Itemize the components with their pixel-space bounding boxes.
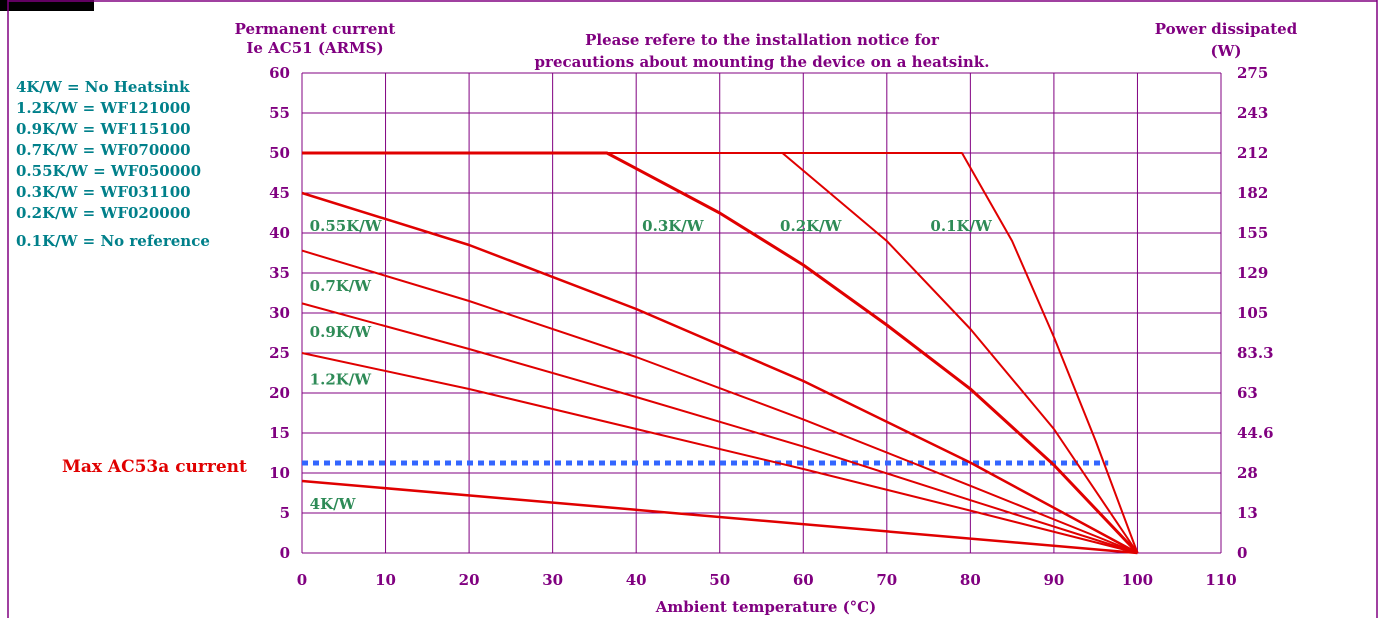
- y2-axis-title-line1: Power dissipated: [1155, 20, 1298, 38]
- series-labels: 0.55K/W 0.7K/W 0.9K/W 1.2K/W 4K/W 0.3K/W 0.2K/…: [310, 217, 993, 513]
- y2-tick-label: 155: [1237, 224, 1268, 242]
- series-label: 1.2K/W: [310, 370, 373, 388]
- y2-tick-label: 83.3: [1237, 344, 1274, 362]
- y-tick-label: 40: [269, 224, 290, 242]
- y2-tick-label: 212: [1237, 144, 1268, 162]
- y-tick-label: 15: [269, 424, 290, 442]
- series-label: 0.2K/W: [780, 217, 843, 235]
- y-tick-label: 35: [269, 264, 290, 282]
- series-label: 0.55K/W: [310, 217, 383, 235]
- x-tick-label: 30: [542, 571, 563, 589]
- series-label: 0.7K/W: [310, 277, 373, 295]
- chart-subtitle: precautions about mounting the device on…: [535, 53, 990, 71]
- y-tick-label: 30: [269, 304, 290, 322]
- chart-title: Please refere to the installation notice…: [585, 31, 940, 49]
- x-tick-label: 100: [1122, 571, 1153, 589]
- y2-axis-title-line2: (W): [1210, 42, 1241, 60]
- y-tick-label: 10: [269, 464, 290, 482]
- corner-block: [0, 0, 94, 11]
- y-tick-label: 5: [280, 504, 290, 522]
- y-axis-title-line1: Permanent current: [235, 20, 396, 38]
- curve-0-3k-w: [302, 151, 1139, 555]
- curve-0-7k-w: [301, 249, 1138, 554]
- y2-tick-label: 275: [1237, 64, 1268, 82]
- grid: [301, 72, 1222, 554]
- curves: [301, 151, 1139, 555]
- x-tick-label: 80: [960, 571, 981, 589]
- y2-tick-label: 182: [1237, 184, 1268, 202]
- legend-note: 4K/W = No Heatsink: [16, 78, 190, 96]
- y2-tick-label: 63: [1237, 384, 1258, 402]
- x-tick-label: 40: [626, 571, 647, 589]
- y-tick-label: 60: [269, 64, 290, 82]
- curve-1-2k-w: [301, 352, 1138, 554]
- legend-note: 0.2K/W = WF020000: [16, 204, 191, 222]
- curve-0-1k-w: [302, 152, 1139, 554]
- legend-note: 1.2K/W = WF121000: [16, 99, 191, 117]
- y2-tick-label: 13: [1237, 504, 1258, 522]
- x-tick-label: 50: [709, 571, 730, 589]
- y2-tick-label: 105: [1237, 304, 1268, 322]
- y2-tick-label: 0: [1237, 544, 1247, 562]
- x-tick-label: 90: [1043, 571, 1064, 589]
- legend-notes: 4K/W = No Heatsink 1.2K/W = WF121000 0.9…: [16, 78, 210, 250]
- reference-line-label: Max AC53a current: [62, 457, 247, 477]
- tick-labels: 0 5 10 15 20 25 30 35 40 45 50 55 60 0 13 28 44.6 63 83.3 1…: [269, 64, 1273, 589]
- y2-tick-label: 28: [1237, 464, 1258, 482]
- x-axis-title: Ambient temperature (°C): [655, 598, 876, 616]
- legend-note: 0.55K/W = WF050000: [16, 162, 201, 180]
- y2-tick-label: 129: [1237, 264, 1268, 282]
- curve-0-9k-w: [301, 302, 1138, 554]
- legend-note: 0.1K/W = No reference: [16, 232, 210, 250]
- series-label: 0.1K/W: [930, 217, 993, 235]
- y2-tick-label: 44.6: [1237, 424, 1274, 442]
- series-label: 4K/W: [310, 495, 357, 513]
- x-tick-label: 10: [375, 571, 396, 589]
- y-tick-label: 20: [269, 384, 290, 402]
- y-tick-label: 45: [269, 184, 290, 202]
- x-tick-label: 20: [459, 571, 480, 589]
- y-axis-title-line2: Ie AC51 (ARMS): [246, 39, 383, 57]
- y-tick-label: 0: [280, 544, 290, 562]
- curve-0-55k-w: [301, 191, 1139, 555]
- legend-note: 0.7K/W = WF070000: [16, 141, 191, 159]
- legend-note: 0.9K/W = WF115100: [16, 120, 191, 138]
- y-tick-label: 55: [269, 104, 290, 122]
- y2-tick-label: 243: [1237, 104, 1268, 122]
- series-label: 0.3K/W: [642, 217, 705, 235]
- series-label: 0.9K/W: [310, 323, 373, 341]
- x-tick-label: 0: [297, 571, 307, 589]
- x-tick-label: 110: [1205, 571, 1236, 589]
- x-tick-label: 60: [793, 571, 814, 589]
- legend-note: 0.3K/W = WF031100: [16, 183, 191, 201]
- y-tick-label: 25: [269, 344, 290, 362]
- curve-4k-w: [301, 479, 1138, 555]
- y-tick-label: 50: [269, 144, 290, 162]
- x-tick-label: 70: [876, 571, 897, 589]
